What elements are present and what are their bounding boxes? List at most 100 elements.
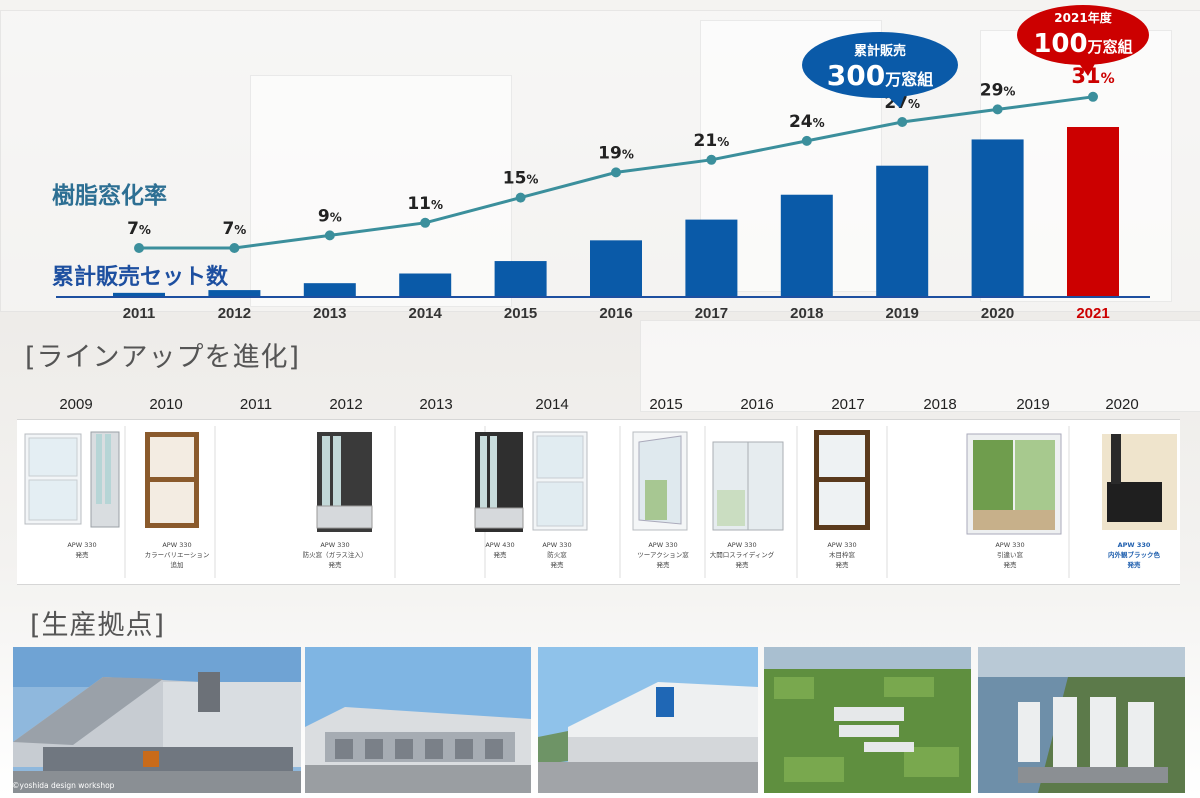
lineup-caption: APW 330 カラーバリエーション 追加 — [112, 540, 242, 570]
lineup-year-2014: 2014 — [535, 396, 569, 413]
x-tick-labels: 2011 2012 2013 2014 2015 2016 2017 2018 2019 2020… — [123, 305, 1110, 322]
lineup-year-2013: 2013 — [419, 396, 453, 413]
lineup-year-2017: 2017 — [831, 396, 865, 413]
lineup-caption-line: 発売 — [735, 561, 749, 569]
fy2021-callout-line1: 2021年度 — [1054, 10, 1112, 25]
lineup-caption-line: APW 330 — [67, 541, 97, 549]
x-tick-2019: 2019 — [886, 305, 919, 322]
bar-2019 — [876, 165, 929, 297]
lineup-caption-line: 発売 — [656, 561, 670, 569]
rate-label-2018: 24% — [789, 112, 825, 132]
line-series — [134, 91, 1098, 253]
background-window — [250, 75, 512, 307]
background-window — [640, 320, 1200, 412]
lineup-year-2009: 2009 — [59, 396, 93, 413]
lineup-caption-line: APW 330 — [727, 541, 757, 549]
rate-label-2015: 15% — [503, 169, 539, 189]
lineup-caption-line: 発売 — [493, 551, 507, 559]
x-tick-2017: 2017 — [695, 305, 728, 322]
rate-label-2013: 9% — [318, 206, 342, 226]
rate-point-2016 — [611, 167, 621, 178]
bar-series — [113, 127, 1119, 297]
lineup-caption-line: APW 330 — [162, 541, 192, 549]
lineup-section-title: [ラインアップを進化] — [25, 342, 301, 373]
lineup-caption-line: APW 330 — [1117, 541, 1151, 549]
window-sliding-icon — [712, 441, 784, 531]
x-tick-2012: 2012 — [218, 305, 251, 322]
x-tick-2011: 2011 — [123, 305, 156, 322]
rate-point-2019 — [897, 117, 908, 127]
lineup-caption-line: 防火窓 — [547, 551, 567, 559]
rate-point-2020 — [992, 104, 1003, 115]
lineup-caption: APW 330 防火窓 発売 — [492, 540, 622, 570]
svg-text:100万窓組: 100万窓組 — [1033, 29, 1132, 59]
lineup-caption-line: 大開口スライディング — [709, 551, 775, 559]
bases-section-title: [生産拠点] — [30, 610, 166, 641]
x-tick-2018: 2018 — [790, 305, 823, 322]
lineup-caption: APW 330 防火窓（ガラス注入） 発売 — [270, 540, 400, 570]
rate-point-2018 — [801, 135, 812, 146]
x-tick-2016: 2016 — [599, 305, 632, 322]
rate-label-2020: 29% — [980, 80, 1016, 100]
x-tick-2021: 2021 — [1076, 305, 1109, 322]
bar-2017 — [685, 219, 738, 297]
lineup-caption: APW 330 ツーアクション窓 発売 — [598, 540, 728, 570]
rate-point-2013 — [324, 230, 335, 241]
lineup-year-2018: 2018 — [923, 396, 957, 413]
rate-label-2011: 7% — [127, 219, 151, 239]
x-tick-2014: 2014 — [409, 305, 443, 322]
window-sliding-garden-icon — [966, 433, 1062, 535]
lineup-year-2016: 2016 — [740, 396, 774, 413]
rate-label-2012: 7% — [222, 219, 246, 239]
rate-point-2012 — [229, 243, 240, 253]
bar-series-label: 累計販売セット数 — [52, 264, 229, 290]
lineup-illustrations — [24, 426, 1177, 578]
rate-label-2021: 31% — [1071, 64, 1114, 88]
lineup-caption-line: 発売 — [835, 561, 849, 569]
lineup-caption-line: 追加 — [170, 561, 184, 569]
bar-2020 — [971, 139, 1024, 297]
bar-2021 — [1067, 127, 1119, 297]
lineup-caption-line: 木目枠窓 — [829, 551, 855, 559]
cumulative-callout-unit: 万窓組 — [884, 70, 933, 89]
fy2021-callout-number: 100 — [1033, 29, 1087, 59]
lineup-caption-line: 発売 — [328, 561, 342, 569]
lineup-caption: APW 330 木目枠窓 発売 — [777, 540, 907, 570]
lineup-caption-line: APW 330 — [995, 541, 1025, 549]
lineup-strip: APW 330 発売 APW 330 カラーバリエーション 追加 APW 330 防火窓（ガ… — [17, 419, 1180, 585]
rate-point-2014 — [420, 217, 431, 228]
lineup-year-2012: 2012 — [329, 396, 363, 413]
window-white-icon — [532, 431, 588, 531]
lineup-caption-line: APW 330 — [648, 541, 678, 549]
bar-2018 — [780, 194, 833, 297]
lineup-year-2020: 2020 — [1105, 396, 1139, 413]
factory-photo-5 — [978, 647, 1185, 793]
bar-2014 — [399, 273, 452, 297]
rate-label-2016: 19% — [598, 143, 634, 163]
lineup-caption-line: APW 330 — [542, 541, 572, 549]
bar-2012 — [208, 290, 261, 297]
lineup-caption-line: APW 430 — [485, 541, 515, 549]
lineup-caption-line: カラーバリエーション — [144, 551, 210, 559]
fy2021-callout: 2021年度 100万窓組 — [1017, 5, 1149, 76]
factory-photo-3 — [538, 647, 758, 793]
lineup-caption-line: 発売 — [1003, 561, 1017, 569]
bar-2015 — [494, 261, 547, 297]
bar-2011 — [113, 292, 165, 297]
photo-credit: ©yoshida design workshop — [12, 781, 115, 790]
lineup-caption-line: 発売 — [1127, 561, 1141, 569]
cumulative-callout-line1: 累計販売 — [854, 43, 906, 59]
lineup-caption-line: APW 330 — [320, 541, 350, 549]
window-profile-icon — [316, 432, 373, 532]
lineup-caption: APW 330 発売 — [17, 540, 147, 560]
window-wood-grain-icon — [814, 430, 870, 530]
lineup-year-2015: 2015 — [649, 396, 683, 413]
lineup-caption-line: 引違い窓 — [997, 551, 1023, 559]
lineup-year-2011: 2011 — [239, 396, 273, 413]
lineup-caption: APW 330 大開口スライディング 発売 — [677, 540, 807, 570]
window-black-profile-icon — [1102, 434, 1177, 530]
svg-text:300万窓組: 300万窓組 — [827, 59, 933, 92]
lineup-caption: APW 330 内外観ブラック色 発売 — [1069, 540, 1199, 570]
factory-photo-1 — [13, 647, 301, 793]
